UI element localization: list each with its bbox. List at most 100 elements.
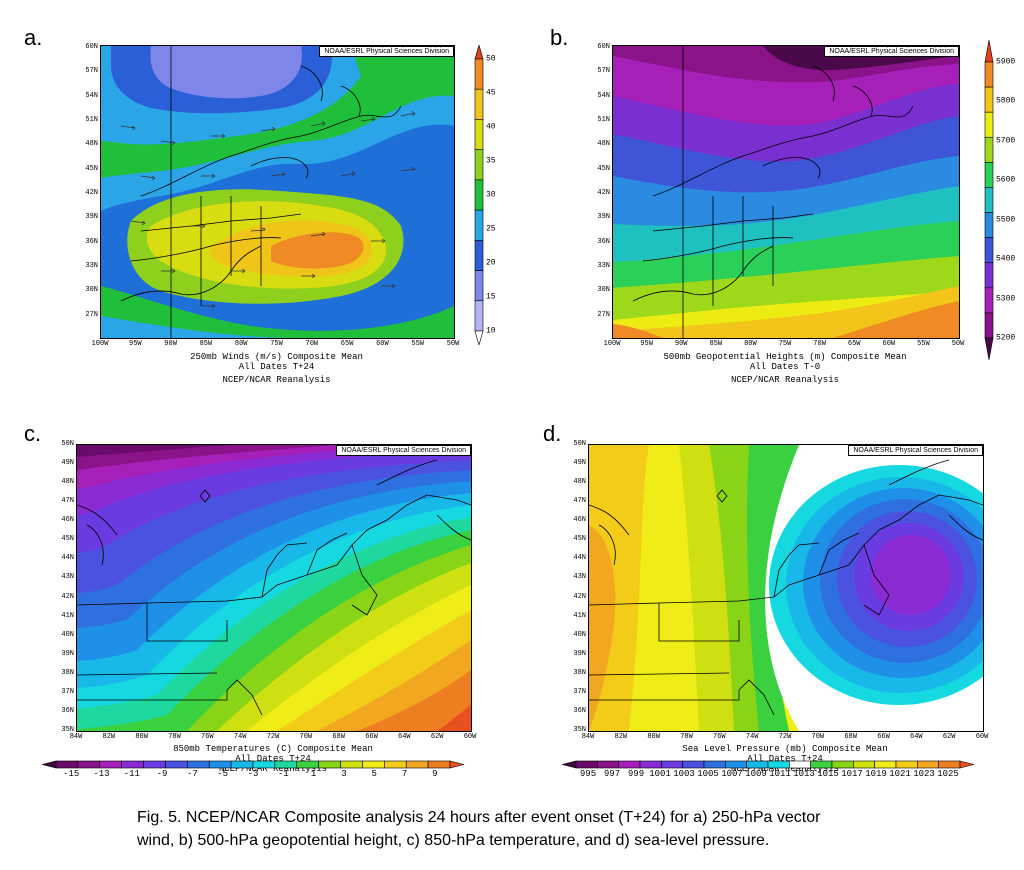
colorbar-swatch xyxy=(895,760,918,769)
panel-b-map: NOAA/ESRL Physical Sciences Division xyxy=(612,45,960,339)
colorbar-swatch xyxy=(984,187,994,213)
colorbar-label: 50 xyxy=(486,54,496,64)
colorbar-swatch xyxy=(703,760,726,769)
panel-a-yaxis: 60N 57N 54N 51N 48N 45N 42N 39N 36N 33N 30N 27N xyxy=(62,43,98,337)
panel-c-title: 850mb Temperatures (C) Composite Mean Al… xyxy=(76,744,470,774)
colorbar-label: 1015 xyxy=(817,769,839,779)
ytick-label: 39N xyxy=(61,649,74,658)
ytick-label: 42N xyxy=(573,592,586,601)
xtick-label: 78W xyxy=(168,733,181,741)
panel-b-yaxis: 60N 57N 54N 51N 48N 45N 42N 39N 36N 33N 30N 27N xyxy=(574,43,610,337)
colorbar-min-triangle xyxy=(984,337,994,360)
panel-b-title: 500mb Geopotential Heights (m) Composite… xyxy=(612,352,958,385)
ytick-label: 60N xyxy=(597,43,610,51)
colorbar-label: 5 xyxy=(371,769,377,779)
colorbar-swatch xyxy=(984,287,994,314)
xtick-label: 74W xyxy=(745,733,759,741)
colorbar-label: 1025 xyxy=(937,769,959,779)
xtick-label: 76W xyxy=(201,733,214,741)
xtick-label: 50W xyxy=(446,340,460,348)
xtick-label: 72W xyxy=(778,733,792,741)
panel-d-map: NOAA/ESRL Physical Sciences Division xyxy=(588,444,984,732)
xtick-label: 60W xyxy=(975,733,989,741)
ytick-label: 39N xyxy=(573,649,586,658)
ytick-label: 45N xyxy=(61,535,74,544)
xtick-label: 95W xyxy=(640,340,653,348)
caption-line-2: wind, b) 500-hPa geopotential height, c)… xyxy=(137,832,770,849)
colorbar-swatch xyxy=(984,312,994,339)
ytick-label: 47N xyxy=(61,497,74,506)
colorbar-label: -13 xyxy=(93,769,110,779)
colorbar-swatch xyxy=(746,760,769,769)
colorbar-swatch xyxy=(789,760,811,769)
colorbar-label: 5800 xyxy=(996,96,1016,106)
xtick-label: 60W xyxy=(463,733,477,741)
colorbar-label: 10 xyxy=(486,326,496,336)
ytick-label: 42N xyxy=(61,592,74,601)
panel-b-credit: NOAA/ESRL Physical Sciences Division xyxy=(824,46,959,57)
colorbar-swatch xyxy=(984,86,994,113)
panel-d-credit: NOAA/ESRL Physical Sciences Division xyxy=(848,445,983,456)
colorbar-label: 997 xyxy=(603,769,621,779)
ytick-label: 41N xyxy=(61,611,74,620)
colorbar-swatch xyxy=(984,237,994,264)
panel-b-title-source: NCEP/NCAR Reanalysis xyxy=(730,375,840,385)
colorbar-swatch xyxy=(639,760,662,769)
ytick-label: 49N xyxy=(61,459,74,468)
xtick-label: 65W xyxy=(340,340,354,348)
colorbar-label: 15 xyxy=(486,292,496,302)
ytick-label: 27N xyxy=(85,310,98,319)
figure-caption: Fig. 5. NCEP/NCAR Composite analysis 24 … xyxy=(137,806,937,852)
colorbar-label: 25 xyxy=(486,224,496,234)
colorbar-label: 1017 xyxy=(841,769,863,779)
xtick-label: 62W xyxy=(430,733,444,741)
ytick-label: 54N xyxy=(597,91,610,100)
colorbar-swatch xyxy=(474,88,484,120)
colorbar-swatch xyxy=(208,760,232,769)
xtick-label: 70W xyxy=(811,733,825,741)
colorbar-swatch xyxy=(767,760,790,769)
colorbar-swatch xyxy=(474,58,484,90)
panel-c-credit: NOAA/ESRL Physical Sciences Division xyxy=(336,445,471,456)
colorbar-swatch xyxy=(938,760,961,769)
ytick-label: 45N xyxy=(85,164,98,173)
panel-b-xaxis: 100W 95W 90W 85W 80W 75W 70W 65W 60W 55W 50W xyxy=(604,340,965,350)
colorbar-swatch xyxy=(984,262,994,289)
ytick-label: 38N xyxy=(573,668,586,677)
colorbar-swatch xyxy=(318,760,341,769)
panel-b-colorbar: 5200 5300 5400 5500 5600 5700 5800 5900 xyxy=(984,40,1024,360)
colorbar-swatch xyxy=(362,760,385,769)
colorbar-swatches xyxy=(474,45,484,345)
colorbar-label: 7 xyxy=(401,769,408,779)
xtick-label: 100W xyxy=(91,340,109,348)
ytick-label: 46N xyxy=(573,516,586,525)
panel-d-title-main: Sea Level Pressure (mb) Composite Mean xyxy=(682,744,888,754)
panel-c-title-main: 850mb Temperatures (C) Composite Mean xyxy=(173,744,373,754)
ytick-label: 60N xyxy=(85,43,98,51)
ytick-label: 36N xyxy=(573,706,586,715)
xtick-label: 70W xyxy=(813,340,826,348)
colorbar-swatch xyxy=(984,136,994,163)
colorbar-label: 40 xyxy=(486,122,496,132)
panel-a-map: NOAA/ESRL Physical Sciences Division xyxy=(100,45,455,339)
panel-c-map: NOAA/ESRL Physical Sciences Division xyxy=(76,444,472,732)
colorbar-label: 1011 xyxy=(769,769,791,779)
colorbar-label: 5200 xyxy=(996,333,1016,343)
colorbar-swatch xyxy=(474,300,484,332)
colorbar-label: 20 xyxy=(486,258,496,268)
ytick-label: 50N xyxy=(573,440,586,448)
panel-b-title-dates: All Dates T-0 xyxy=(749,362,821,372)
panel-a-title-dates: All Dates T+24 xyxy=(238,362,315,372)
colorbar-min-triangle xyxy=(474,330,484,345)
panel-d-xaxis: 84W 82W 80W 78W 76W 74W 72W 70W 68W 66W 64W 62W 60W xyxy=(582,733,989,743)
panel-a-title: 250mb Winds (m/s) Composite Mean All Dat… xyxy=(100,352,453,385)
xtick-label: 82W xyxy=(102,733,116,741)
xtick-label: 90W xyxy=(674,340,688,348)
xtick-label: 55W xyxy=(917,340,930,348)
colorbar-label: 1023 xyxy=(913,769,935,779)
colorbar-label: 999 xyxy=(627,769,645,779)
colorbar-swatch xyxy=(597,760,619,769)
panel-d-yaxis: 50N 49N 48N 47N 46N 45N 44N 43N 42N 41N 40N 39N 38N 3… xyxy=(550,440,586,734)
panel-a-xaxis: 100W 95W 90W 85W 80W 75W 70W 65W 60W 55W 50W xyxy=(92,340,460,350)
ytick-label: 45N xyxy=(573,535,586,544)
